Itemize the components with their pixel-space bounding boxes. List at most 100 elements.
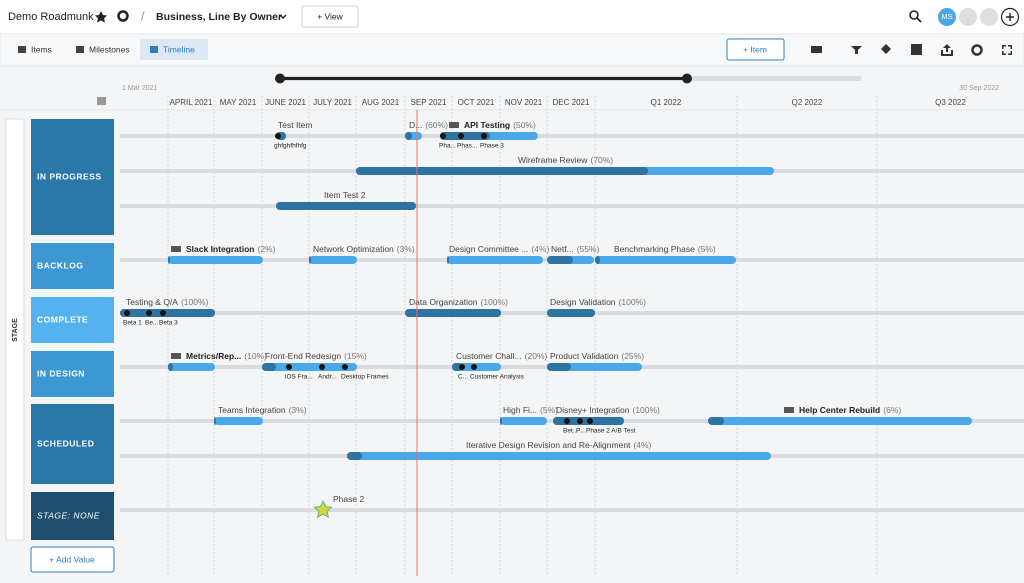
tab[interactable]: Milestones xyxy=(89,44,130,54)
tab[interactable]: Items xyxy=(31,44,52,54)
item-label[interactable]: Teams Integration (3%) xyxy=(218,405,307,415)
settings-icon[interactable] xyxy=(971,44,983,56)
icon[interactable] xyxy=(811,46,822,53)
item-bar[interactable] xyxy=(347,452,771,460)
item-bar[interactable] xyxy=(547,363,642,371)
item-name: Metrics/Rep... xyxy=(186,351,241,361)
milestone-dot[interactable] xyxy=(471,364,477,370)
item-label[interactable]: High Fi... (5%) xyxy=(503,405,558,415)
item-progress-label: (70%) xyxy=(590,155,613,165)
add-item-button[interactable] xyxy=(726,38,785,61)
add-view-button[interactable] xyxy=(301,5,359,28)
column-label: NOV 2021 xyxy=(505,98,543,107)
milestone-dot[interactable] xyxy=(587,418,593,424)
item-bar[interactable] xyxy=(214,417,263,425)
milestone-icon[interactable] xyxy=(881,44,891,54)
milestone-dot[interactable] xyxy=(286,364,292,370)
layout-icon[interactable] xyxy=(911,44,922,55)
item-label[interactable]: Item Test 2 xyxy=(324,190,366,200)
roadmap-title[interactable]: Demo Roadmunk xyxy=(8,11,94,23)
range-handle[interactable] xyxy=(682,73,692,84)
add-item-label[interactable]: + Item xyxy=(743,44,767,54)
item-bar[interactable] xyxy=(447,256,543,264)
item-label[interactable]: Iterative Design Revision and Re-Alignme… xyxy=(466,440,652,450)
item-label[interactable]: Wireframe Review (70%) xyxy=(518,155,613,165)
range-handle[interactable] xyxy=(275,73,285,84)
milestone-dot[interactable] xyxy=(459,364,465,370)
stage-label: IN DESIGN xyxy=(37,368,85,378)
view-name[interactable]: Business, Line By Owner xyxy=(156,11,282,23)
item-progress-label: (100%) xyxy=(181,297,209,307)
chevron[interactable] xyxy=(279,14,287,20)
star-icon[interactable] xyxy=(95,11,107,23)
avatar[interactable] xyxy=(959,8,977,26)
item-label[interactable]: Front-End Redesign (15%) xyxy=(265,351,367,361)
item-bar[interactable] xyxy=(595,256,736,264)
item-label[interactable]: Design Committee ... (4%) xyxy=(449,244,549,254)
filter-icon[interactable] xyxy=(851,46,862,54)
item-name: D... xyxy=(409,120,422,130)
milestone-dot[interactable] xyxy=(124,310,130,316)
item-bar[interactable] xyxy=(708,417,972,425)
item-label[interactable]: Help Center Rebuild (6%) xyxy=(799,405,901,415)
search-icon[interactable] xyxy=(909,10,919,20)
settings-icon[interactable] xyxy=(117,10,129,22)
add-view-label[interactable]: + View xyxy=(317,11,343,21)
item-name: Teams Integration xyxy=(218,405,286,415)
item-progress xyxy=(168,363,173,371)
fullscreen-icon[interactable] xyxy=(1002,45,1012,55)
item-progress xyxy=(405,132,412,140)
item-name: Phase 2 xyxy=(333,494,364,504)
column-label: OCT 2021 xyxy=(458,98,495,107)
milestone-dot[interactable] xyxy=(342,364,348,370)
milestone-dot[interactable] xyxy=(146,310,152,316)
item-label[interactable]: Metrics/Rep... (10%) xyxy=(186,351,267,361)
item-label[interactable]: Phase 2 xyxy=(333,494,364,504)
item-label[interactable]: Customer Chall... (20%) xyxy=(456,351,548,361)
item-progress-label: (5%) xyxy=(698,244,716,254)
milestone-dot[interactable] xyxy=(481,133,487,139)
item-label[interactable]: Netf... (55%) xyxy=(551,244,600,254)
milestone-dot[interactable] xyxy=(577,418,583,424)
milestone-star[interactable] xyxy=(313,499,333,519)
item-label[interactable]: Testing & Q/A (100%) xyxy=(126,297,209,307)
export-icon[interactable] xyxy=(941,44,953,56)
add-value-label[interactable]: + Add Value xyxy=(49,554,95,564)
item-progress xyxy=(595,256,600,264)
milestone-dot[interactable] xyxy=(458,133,464,139)
item-label[interactable]: Data Organization (100%) xyxy=(409,297,508,307)
item-bar[interactable] xyxy=(309,256,357,264)
item-label[interactable]: Disney+ Integration (100%) xyxy=(556,405,660,415)
milestone-dot[interactable] xyxy=(440,133,446,139)
tab[interactable]: Timeline xyxy=(163,44,195,54)
item-progress xyxy=(356,167,648,175)
item-label[interactable]: Product Validation (25%) xyxy=(550,351,644,361)
item-bar[interactable] xyxy=(168,256,263,264)
item-label[interactable]: Slack Integration (2%) xyxy=(186,244,276,254)
avatar[interactable] xyxy=(980,8,998,26)
milestone-dot[interactable] xyxy=(160,310,166,316)
item-label[interactable]: Design Validation (100%) xyxy=(550,297,646,307)
stage-label: IN PROGRESS xyxy=(37,171,102,181)
item-name: Testing & Q/A xyxy=(126,297,178,307)
item-label[interactable]: D... (60%) xyxy=(409,120,448,130)
item-bar[interactable] xyxy=(500,417,547,425)
item-label[interactable]: API Testing (50%) xyxy=(464,120,536,130)
tab-icon xyxy=(76,46,84,53)
calendar-icon[interactable] xyxy=(97,97,106,105)
item-label[interactable]: Test Item xyxy=(278,120,312,130)
item-progress-label: (2%) xyxy=(258,244,276,254)
item-name: Item Test 2 xyxy=(324,190,366,200)
avatar[interactable] xyxy=(938,8,956,26)
add-value-button[interactable] xyxy=(30,546,115,573)
item-label[interactable]: Benchmarking Phase (5%) xyxy=(614,244,716,254)
milestone-dot[interactable] xyxy=(319,364,325,370)
milestone-dot[interactable] xyxy=(564,418,570,424)
milestone-dot[interactable] xyxy=(275,133,281,139)
column-label: JULY 2021 xyxy=(313,98,352,107)
item-bar[interactable] xyxy=(168,363,215,371)
item-progress xyxy=(447,256,449,264)
item-label[interactable]: Network Optimization (3%) xyxy=(313,244,415,254)
milestone-label: Bet... xyxy=(563,428,578,435)
item-bar[interactable] xyxy=(262,363,357,371)
